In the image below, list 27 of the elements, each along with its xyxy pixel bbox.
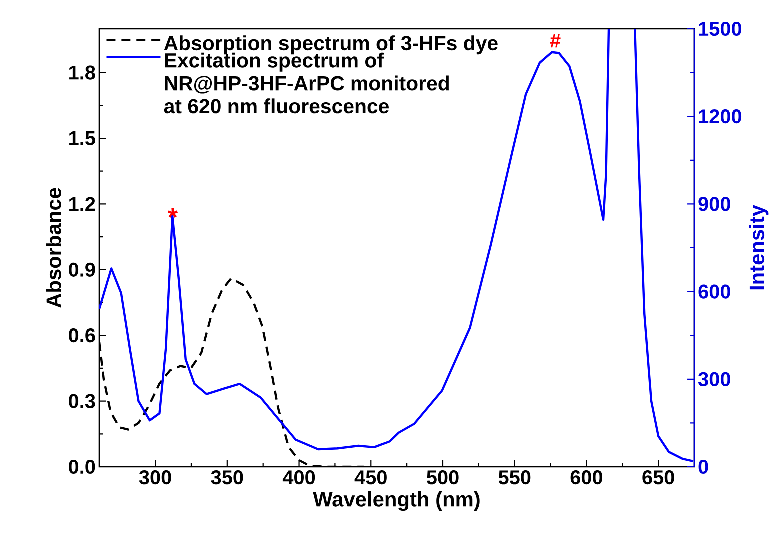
y-tick-label: 0.3 [69,394,96,408]
x-tick-label: 650 [642,470,674,485]
y-axis-title: Absorbance [46,188,62,308]
y2-tick-label: 1200 [699,110,742,124]
x-tick-label: 500 [426,470,459,485]
x-axis-title: Wavelength (nm) [313,492,480,512]
y2-tick-label: 600 [698,284,730,299]
x-tick-label: 300 [139,470,172,485]
legend-label: Excitation spectrum of NR@HP-3HF-ArPC monitored at 620 nm fluorescence [164,52,449,114]
x-tick-label: 550 [498,470,531,485]
y-tick-label: 0.6 [69,328,96,343]
y2-tick-label: 0 [698,460,708,474]
y2-tick-label: 900 [698,197,730,212]
x-tick-label: 400 [282,470,316,485]
y-tick-label: 1.8 [70,66,96,80]
x-tick-label: 350 [211,470,244,485]
y-tick-label: 1.5 [70,132,96,146]
x-tick-label: 600 [570,470,603,485]
y-tick-label: 0.9 [69,262,96,277]
y2-axis-title: Intensity [749,205,769,290]
y-tick-label: 1.2 [70,197,96,212]
y2-tick-label: 1500 [699,22,742,36]
annotation: # [550,34,561,48]
x-tick-label: 450 [354,470,387,485]
annotation: * [168,208,178,218]
y-tick-label: 0.0 [69,460,96,474]
y2-tick-label: 300 [698,372,730,386]
